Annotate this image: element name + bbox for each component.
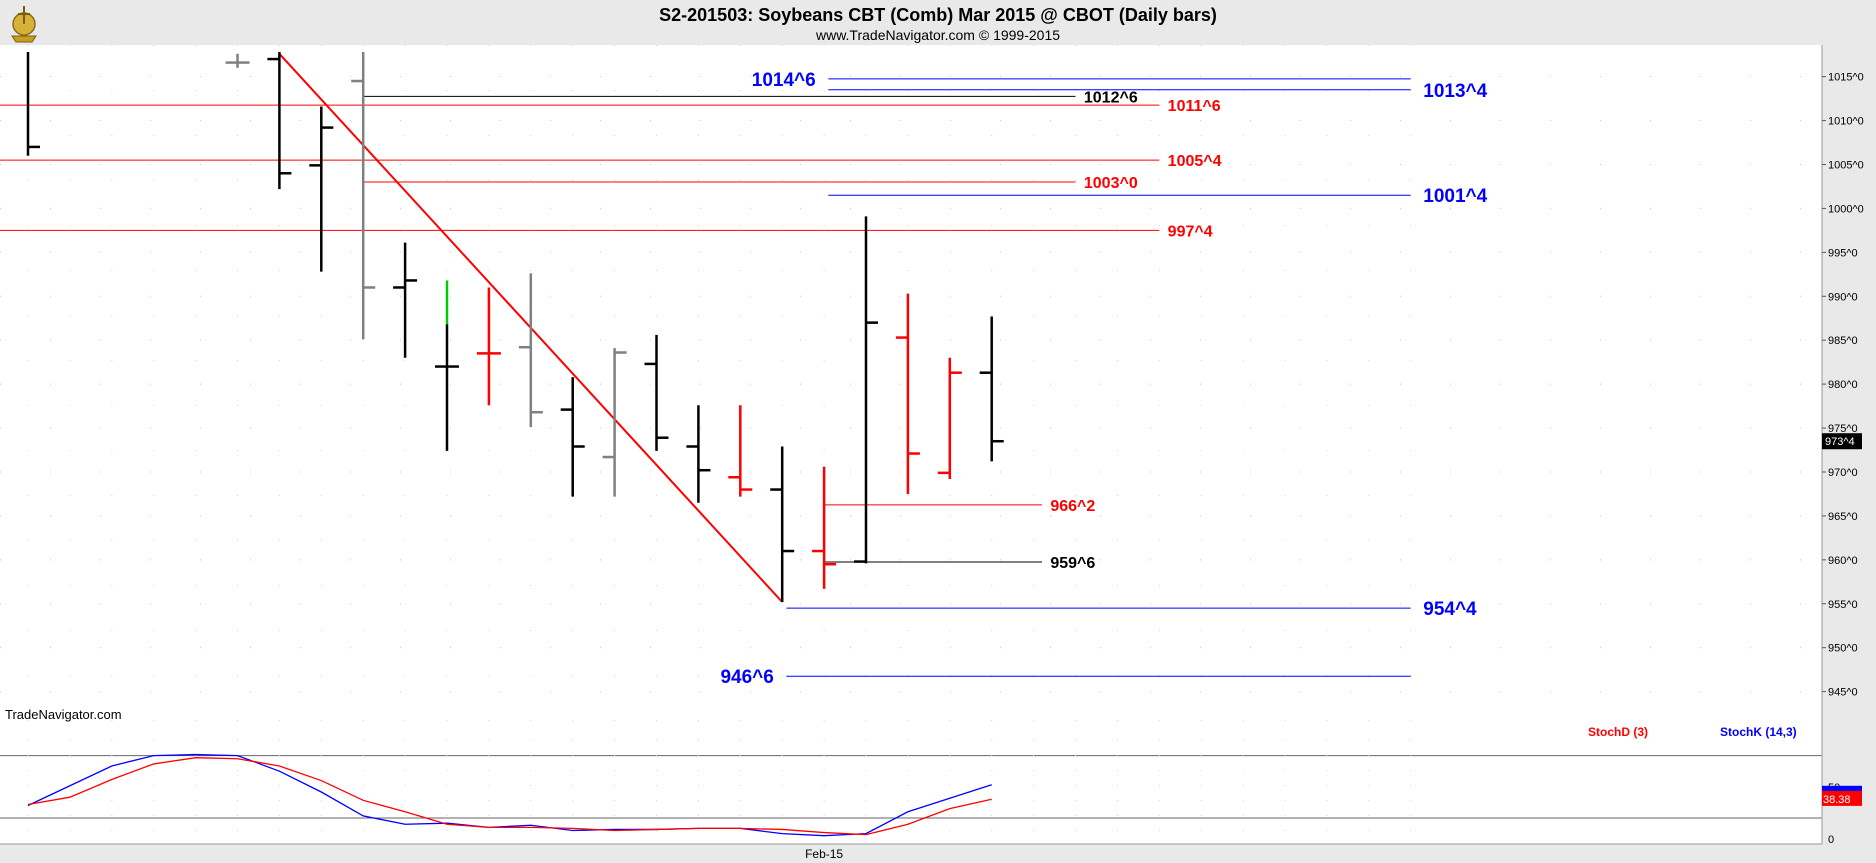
price-level-label: 997^4 bbox=[1168, 223, 1213, 240]
price-level-label: 1014^6 bbox=[752, 70, 816, 91]
ohlc-bar[interactable] bbox=[560, 377, 585, 497]
ohlc-bar[interactable] bbox=[26, 52, 40, 156]
stoch-series-line[interactable] bbox=[27, 753, 992, 837]
price-bars bbox=[26, 52, 1004, 603]
indicator-legend-strip bbox=[0, 725, 1876, 740]
ohlc-bar[interactable] bbox=[267, 52, 292, 190]
price-panel bbox=[0, 45, 1822, 725]
price-level-label: 1005^4 bbox=[1168, 153, 1222, 170]
price-level-label: 966^2 bbox=[1050, 498, 1095, 515]
price-tick-label: 1000^0 bbox=[1828, 203, 1864, 215]
legend-stochd: StochD (3) bbox=[1588, 725, 1648, 739]
price-level-label: 1012^6 bbox=[1084, 89, 1138, 106]
ohlc-bar[interactable] bbox=[435, 280, 459, 451]
ohlc-bar[interactable] bbox=[225, 53, 250, 68]
price-level-label: 1001^4 bbox=[1423, 186, 1487, 207]
price-tick-label: 965^0 bbox=[1828, 511, 1858, 523]
price-tick-label: 990^0 bbox=[1828, 291, 1858, 303]
price-tick-label: 985^0 bbox=[1828, 335, 1858, 347]
ohlc-bar[interactable] bbox=[476, 287, 501, 406]
price-tick-label: 955^0 bbox=[1828, 599, 1858, 611]
indicator-tick-label: 0 bbox=[1828, 834, 1834, 846]
last-price-box bbox=[1822, 433, 1862, 450]
watermark: TradeNavigator.com bbox=[5, 707, 122, 722]
trade-navigator-logo[interactable] bbox=[11, 6, 37, 43]
indicator-axis-labels: 05038.38 bbox=[1822, 782, 1862, 846]
price-axis-labels: 1015^0 1010^0 1005^0 1000^0 995^0 990^0 985^0 9… bbox=[1822, 72, 1864, 699]
ohlc-bar[interactable] bbox=[728, 405, 753, 497]
price-tick-label: 1005^0 bbox=[1828, 159, 1864, 171]
price-level-label: 1003^0 bbox=[1084, 175, 1138, 192]
logo-mast bbox=[18, 6, 30, 24]
ohlc-bar[interactable] bbox=[309, 106, 334, 272]
price-tick-label: 1010^0 bbox=[1828, 116, 1864, 128]
price-tick-label: 970^0 bbox=[1828, 467, 1858, 479]
indicator-grid bbox=[0, 740, 1822, 844]
price-level-labels: 1014^6 1013^4 1012^6 1011^6 1005^4 1003^0 1001… bbox=[720, 70, 1487, 688]
stoch-series-line[interactable] bbox=[27, 757, 992, 836]
price-tick-label: 980^0 bbox=[1828, 379, 1858, 391]
price-tick-label: 975^0 bbox=[1828, 423, 1858, 435]
header: S2-201503: Soybeans CBT (Comb) Mar 2015 … bbox=[11, 5, 1217, 43]
indicator-panel bbox=[0, 740, 1822, 844]
stochd-value-label: 38.38 bbox=[1823, 794, 1851, 806]
indicator-lines bbox=[27, 753, 992, 837]
time-axis[interactable] bbox=[0, 844, 1876, 863]
ohlc-bar[interactable] bbox=[937, 357, 962, 480]
stochd-value-box bbox=[1822, 790, 1862, 806]
price-level-label: 954^4 bbox=[1423, 599, 1477, 620]
ohlc-bar[interactable] bbox=[602, 348, 627, 497]
price-level-label: 1013^4 bbox=[1423, 81, 1487, 102]
chart-title: S2-201503: Soybeans CBT (Comb) Mar 2015 … bbox=[659, 5, 1217, 25]
time-axis-label: Feb-15 bbox=[805, 847, 843, 861]
ohlc-bar[interactable] bbox=[686, 405, 711, 503]
logo-base bbox=[11, 35, 37, 43]
ohlc-bar[interactable] bbox=[770, 446, 795, 603]
ohlc-bar[interactable] bbox=[854, 216, 878, 564]
indicator-legend: StochD (3) StochK (14,3) bbox=[1588, 725, 1797, 739]
ohlc-bar[interactable] bbox=[393, 242, 418, 358]
price-tick-label: 950^0 bbox=[1828, 643, 1858, 655]
stochk-value-box bbox=[1822, 785, 1862, 794]
price-tick-label: 945^0 bbox=[1828, 687, 1858, 699]
price-level-label: 959^6 bbox=[1050, 555, 1095, 572]
price-tick-label: 1015^0 bbox=[1828, 72, 1864, 84]
ohlc-bar[interactable] bbox=[979, 316, 1004, 462]
ohlc-bar[interactable] bbox=[895, 293, 920, 494]
price-level-label: 1011^6 bbox=[1168, 98, 1221, 115]
time-axis-labels: Feb-15 bbox=[805, 847, 843, 861]
ohlc-bar[interactable] bbox=[518, 273, 543, 428]
ohlc-bar[interactable] bbox=[351, 52, 376, 340]
price-axis[interactable] bbox=[1822, 45, 1876, 863]
price-level-label: 946^6 bbox=[720, 667, 773, 688]
chart-subtitle: www.TradeNavigator.com © 1999-2015 bbox=[815, 27, 1060, 43]
price-levels bbox=[0, 78, 1411, 677]
price-tick-label: 995^0 bbox=[1828, 247, 1858, 259]
ohlc-bar[interactable] bbox=[644, 334, 669, 451]
legend-stochk: StochK (14,3) bbox=[1720, 725, 1797, 739]
price-tick-label: 960^0 bbox=[1828, 555, 1858, 567]
ohlc-bar[interactable] bbox=[812, 466, 837, 589]
last-price-label: 973^4 bbox=[1825, 436, 1855, 448]
